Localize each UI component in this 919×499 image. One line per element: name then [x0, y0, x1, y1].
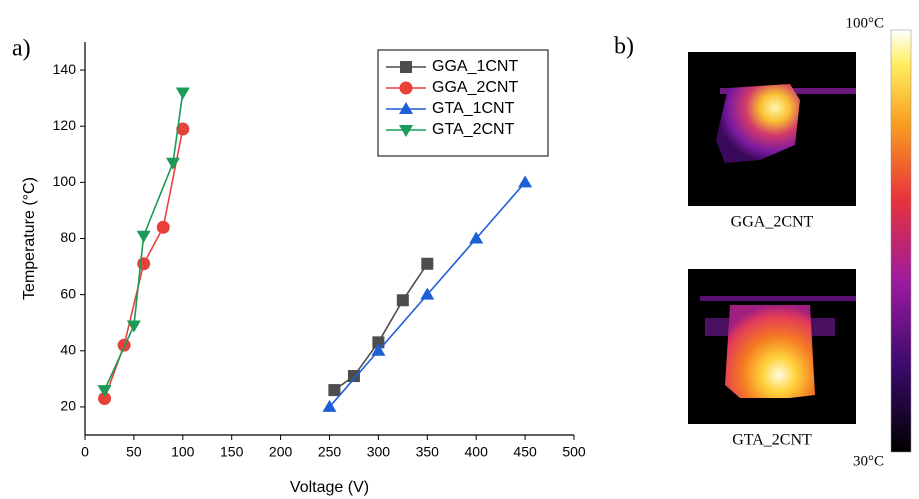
marker [322, 399, 337, 412]
y-tick-label: 60 [60, 285, 76, 301]
legend-label: GTA_1CNT [432, 100, 515, 117]
marker [126, 320, 141, 333]
y-axis-label: Temperature (°C) [21, 177, 38, 300]
marker [399, 125, 413, 137]
color-bar [890, 29, 912, 453]
marker [396, 294, 409, 307]
marker [420, 287, 435, 300]
marker [399, 81, 413, 95]
marker [400, 61, 412, 73]
marker [136, 230, 151, 243]
x-tick-label: 100 [171, 444, 195, 460]
marker [97, 385, 112, 398]
marker [371, 343, 386, 356]
scale-max: 100°C [845, 15, 884, 31]
legend-label: GTA_2CNT [432, 121, 515, 138]
marker [347, 370, 360, 383]
marker [175, 87, 190, 100]
image-label: GGA_2CNT [731, 214, 814, 231]
legend-label: GGA_1CNT [432, 58, 518, 75]
marker [372, 336, 385, 349]
scale-min: 30°C [853, 453, 884, 469]
x-tick-label: 300 [367, 444, 391, 460]
x-tick-label: 0 [81, 444, 89, 460]
thermal-image [688, 269, 856, 424]
x-tick-label: 150 [220, 444, 244, 460]
image-label: GTA_2CNT [732, 432, 812, 449]
marker [469, 231, 484, 244]
panel-label: a) [12, 36, 31, 62]
marker [137, 257, 151, 271]
thermal-image [688, 52, 856, 206]
y-tick-label: 40 [60, 341, 76, 357]
marker [166, 157, 181, 170]
y-tick-label: 140 [53, 61, 77, 77]
x-tick-label: 400 [465, 444, 489, 460]
x-tick-label: 200 [269, 444, 293, 460]
y-tick-label: 20 [60, 398, 76, 414]
y-tick-label: 80 [60, 229, 76, 245]
y-tick-label: 100 [53, 173, 77, 189]
x-tick-label: 500 [562, 444, 586, 460]
marker [156, 220, 170, 234]
marker [399, 102, 413, 114]
marker [98, 392, 112, 406]
marker [328, 384, 341, 397]
y-tick-label: 120 [53, 117, 77, 133]
marker [176, 122, 190, 136]
legend-label: GGA_2CNT [432, 79, 518, 96]
x-axis-label: Voltage (V) [290, 479, 369, 496]
x-tick-label: 50 [126, 444, 142, 460]
marker [518, 175, 533, 188]
x-tick-label: 250 [318, 444, 342, 460]
x-tick-label: 450 [513, 444, 537, 460]
x-tick-label: 350 [416, 444, 440, 460]
marker [421, 257, 434, 270]
panel-label: b) [614, 34, 634, 60]
